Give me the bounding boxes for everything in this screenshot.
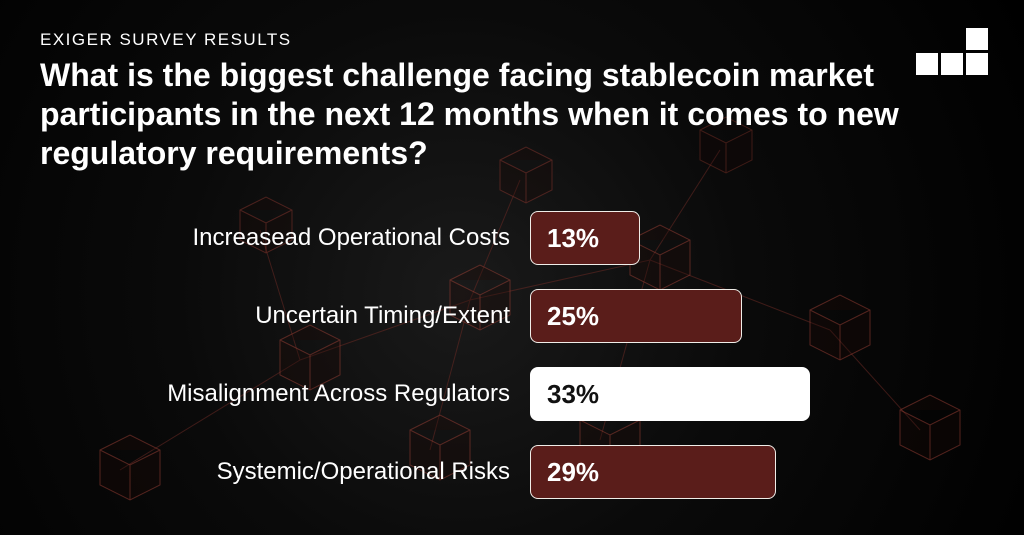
logo-cell [966, 28, 988, 50]
logo-cell [966, 53, 988, 75]
bar-value: 25% [547, 301, 599, 332]
brand-logo [916, 28, 988, 75]
bar-track: 25% [530, 289, 984, 343]
bar-label: Uncertain Timing/Extent [40, 302, 530, 330]
bar-track: 29% [530, 445, 984, 499]
bar-label: Increasead Operational Costs [40, 224, 530, 252]
bar-track: 33% [530, 367, 984, 421]
bar: 25% [530, 289, 742, 343]
bar: 13% [530, 211, 640, 265]
chart-row: Systemic/Operational Risks 29% [40, 445, 984, 499]
bar-highlight: 33% [530, 367, 810, 421]
chart-row: Uncertain Timing/Extent 25% [40, 289, 984, 343]
logo-cell-empty [916, 28, 938, 50]
bar-value: 13% [547, 223, 599, 254]
logo-cell [916, 53, 938, 75]
bar-value: 33% [547, 379, 599, 410]
bar-track: 13% [530, 211, 984, 265]
bar-label: Systemic/Operational Risks [40, 458, 530, 486]
content-area: EXIGER SURVEY RESULTS What is the bigges… [0, 0, 1024, 535]
logo-cell [941, 53, 963, 75]
survey-bar-chart: Increasead Operational Costs 13% Uncertain… [40, 211, 984, 499]
bar-label: Misalignment Across Regulators [40, 380, 530, 408]
logo-cell-empty [941, 28, 963, 50]
eyebrow-text: EXIGER SURVEY RESULTS [40, 30, 984, 50]
chart-row: Misalignment Across Regulators 33% [40, 367, 984, 421]
bar: 29% [530, 445, 776, 499]
title-text: What is the biggest challenge facing sta… [40, 56, 960, 173]
chart-row: Increasead Operational Costs 13% [40, 211, 984, 265]
bar-value: 29% [547, 457, 599, 488]
